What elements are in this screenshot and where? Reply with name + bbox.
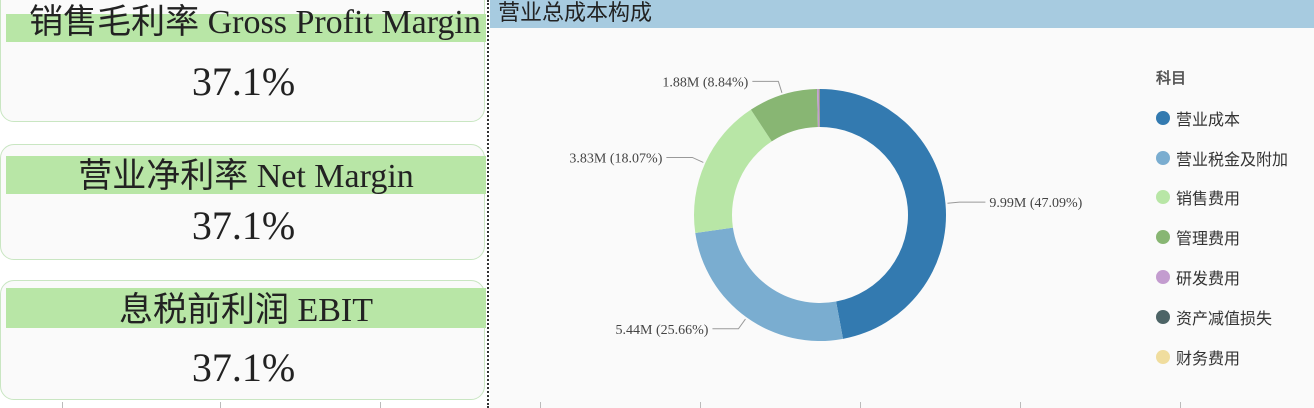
legend-swatch xyxy=(1156,190,1170,205)
legend-label: 销售费用 xyxy=(1176,189,1241,209)
tick-mark xyxy=(1180,402,1181,408)
donut-slice-2[interactable] xyxy=(695,227,844,341)
tick-mark xyxy=(62,402,63,408)
tick-mark xyxy=(540,402,541,408)
data-label: 9.99M (47.09%) xyxy=(989,196,1082,211)
chart-header: 营业总成本构成 xyxy=(490,0,1314,28)
donut-slice-3[interactable] xyxy=(694,109,772,234)
kpi-column: 销售毛利率 Gross Profit Margin 37.1% 营业净利率 Ne… xyxy=(0,0,487,408)
legend-item[interactable]: 财务费用 xyxy=(1156,337,1288,377)
data-label: 1.88M (8.84%) xyxy=(662,75,748,90)
kpi-label-band: 营业净利率 Net Margin xyxy=(6,156,486,194)
legend-item[interactable]: 资产减值损失 xyxy=(1156,297,1288,337)
tick-mark xyxy=(380,402,381,408)
legend-item[interactable]: 销售费用 xyxy=(1156,178,1288,218)
kpi-label-net-margin: 营业净利率 Net Margin xyxy=(78,158,414,195)
legend-label: 营业税金及附加 xyxy=(1176,149,1289,169)
cost-structure-panel: 营业总成本构成 9.99M (47.09%) 5.44M (25.66%) 3.83… xyxy=(490,0,1314,408)
chart-title: 营业总成本构成 xyxy=(498,1,653,26)
kpi-label-band: 销售毛利率 Gross Profit Margin xyxy=(6,6,486,42)
legend-item[interactable]: 管理费用 xyxy=(1156,217,1288,257)
tick-mark xyxy=(860,402,861,408)
tick-mark xyxy=(220,402,221,408)
donut-slice-4[interactable] xyxy=(750,89,818,142)
legend-swatch xyxy=(1156,230,1170,245)
kpi-label-ebit: 息税前利润 EBIT xyxy=(118,292,374,329)
legend-label: 财务费用 xyxy=(1176,348,1241,368)
legend-label: 资产减值损失 xyxy=(1176,308,1273,328)
donut-slice-6[interactable] xyxy=(818,89,820,128)
donut-slice-1[interactable] xyxy=(820,88,947,339)
legend-swatch xyxy=(1156,150,1170,165)
tick-mark xyxy=(700,402,701,408)
chart-legend: 科目 营业成本营业税金及附加 销售费用管理费用研发费用资产减值损失 财务费用 xyxy=(1156,68,1288,377)
tick-mark xyxy=(1020,402,1021,408)
legend-item[interactable]: 研发费用 xyxy=(1156,257,1288,297)
leader-line xyxy=(947,201,986,204)
legend-swatch xyxy=(1156,349,1170,364)
kpi-label-gross-margin: 销售毛利率 Gross Profit Margin xyxy=(29,4,481,41)
legend-title: 科目 xyxy=(1156,69,1187,87)
kpi-value-gross-margin: 37.1% xyxy=(191,59,296,104)
leader-line xyxy=(712,318,746,330)
panel-divider[interactable] xyxy=(487,0,489,408)
leader-line xyxy=(666,156,704,163)
kpi-label-band: 息税前利润 EBIT xyxy=(6,288,486,328)
kpi-value-net-margin: 37.1% xyxy=(191,203,296,248)
legend-swatch xyxy=(1156,110,1170,125)
legend-item[interactable]: 营业成本 xyxy=(1156,98,1288,138)
legend-swatch xyxy=(1156,309,1170,324)
donut-chart: 9.99M (47.09%) 5.44M (25.66%) 3.83M (18.07… xyxy=(569,75,1083,341)
bottom-axis-ticks xyxy=(0,402,1314,408)
data-label: 5.44M (25.66%) xyxy=(616,323,709,338)
legend-swatch xyxy=(1156,270,1170,285)
legend-label: 管理费用 xyxy=(1176,229,1241,249)
legend-label: 研发费用 xyxy=(1176,269,1241,289)
kpi-value-ebit: 37.1% xyxy=(191,345,296,390)
data-label: 3.83M (18.07%) xyxy=(569,151,662,166)
donut-slice-5[interactable] xyxy=(817,89,820,128)
legend-item[interactable]: 营业税金及附加 xyxy=(1156,138,1288,178)
leader-line xyxy=(752,80,783,93)
legend-label: 营业成本 xyxy=(1176,109,1241,129)
